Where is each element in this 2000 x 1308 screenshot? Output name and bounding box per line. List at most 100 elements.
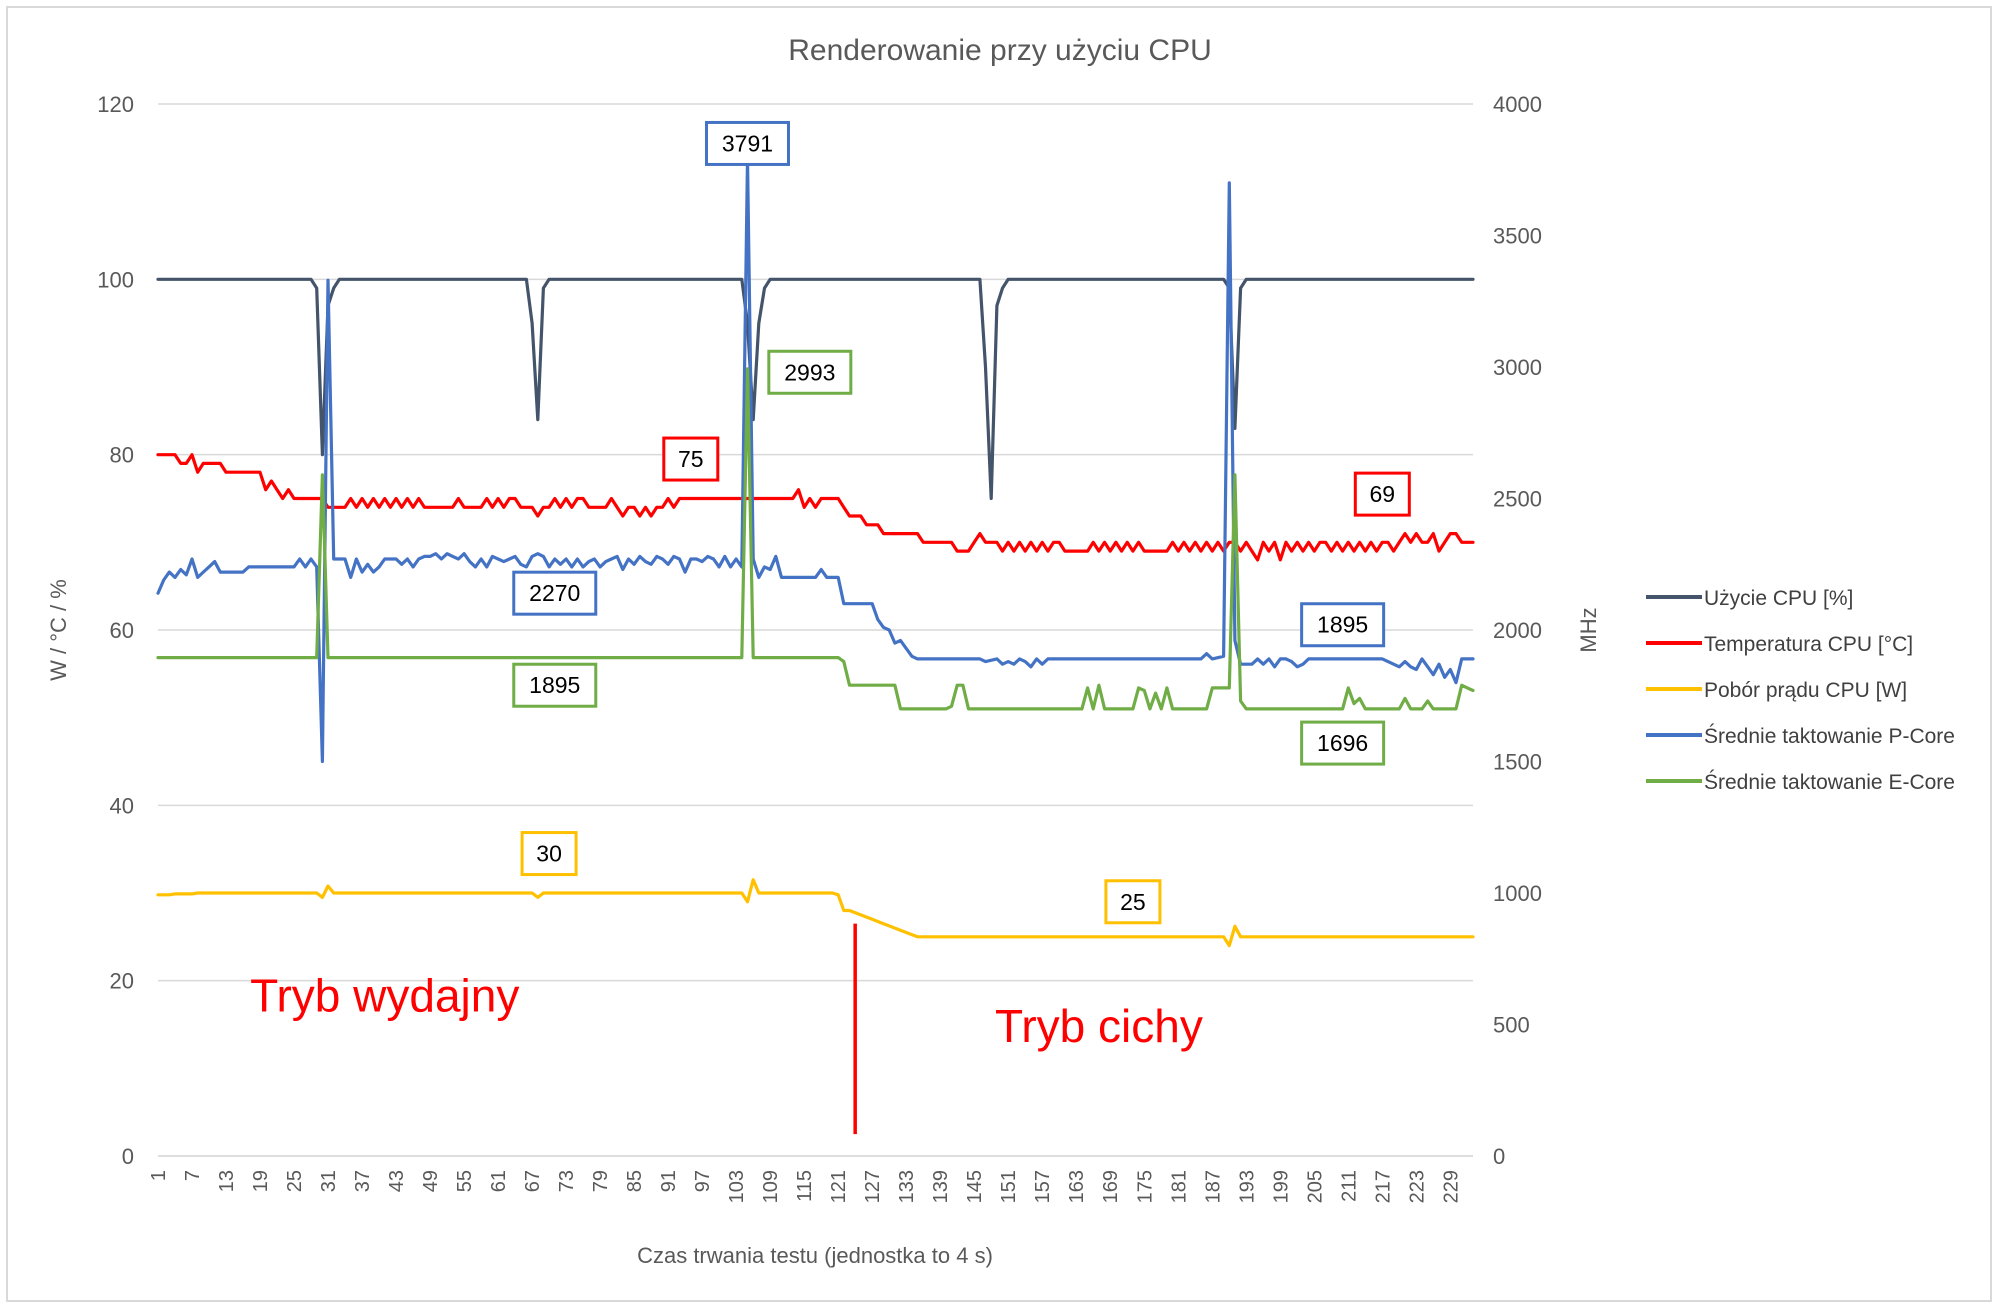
x-tick-label: 97 <box>692 1170 714 1192</box>
x-tick-label: 175 <box>1134 1170 1156 1203</box>
x-tick-label: 85 <box>624 1170 646 1192</box>
data-label-box <box>704 120 790 166</box>
data-label-text: 75 <box>678 446 704 472</box>
legend: Użycie CPU [%] Temperatura CPU [°C] Pobór … <box>1646 587 1955 794</box>
x-tick-label: 223 <box>1406 1170 1428 1203</box>
data-label-box <box>512 662 598 708</box>
x-tick-label: 103 <box>726 1170 748 1203</box>
data-label-text: 25 <box>1120 889 1146 915</box>
x-tick-label: 115 <box>794 1170 816 1202</box>
x-tick-label: 217 <box>1372 1170 1394 1203</box>
data-label-box <box>662 436 720 482</box>
legend-label: Pobór prądu CPU [W] <box>1704 679 1907 702</box>
data-label-box <box>520 831 578 877</box>
data-label-text: 1895 <box>529 672 580 698</box>
y-tick-label-right: 2000 <box>1493 618 1542 643</box>
x-tick-label: 187 <box>1202 1170 1224 1203</box>
legend-item: Temperatura CPU [°C] <box>1646 633 1913 656</box>
series-line-2 <box>156 453 1475 562</box>
series-line-3 <box>156 878 1475 948</box>
x-tick-label: 169 <box>1100 1170 1122 1203</box>
y-tick-label-right: 3000 <box>1493 355 1542 380</box>
legend-label: Średnie taktowanie E-Core <box>1704 770 1955 794</box>
data-label: 1696 <box>1300 720 1386 766</box>
y-tick-label-right: 3500 <box>1493 224 1542 249</box>
x-axis-label: Czas trwania testu (jednostka to 4 s) <box>637 1243 993 1268</box>
x-tick-label: 121 <box>828 1170 850 1203</box>
chart-frame <box>6 6 1992 1302</box>
legend-label: Temperatura CPU [°C] <box>1704 633 1913 656</box>
data-label: 69 <box>1353 471 1411 517</box>
data-label-box <box>767 349 853 395</box>
data-label: 30 <box>520 831 578 877</box>
y-tick-label-right: 1000 <box>1493 881 1542 906</box>
x-tick-label: 145 <box>964 1170 986 1203</box>
data-label: 1895 <box>1300 602 1386 648</box>
x-tick-label: 229 <box>1440 1170 1462 1203</box>
x-tick-label: 157 <box>1032 1170 1054 1203</box>
data-label: 1895 <box>512 662 598 708</box>
x-tick-label: 49 <box>420 1170 442 1192</box>
mode-annotation: Tryb cichy <box>995 1000 1203 1052</box>
data-label-box <box>1104 879 1162 925</box>
x-tick-label: 151 <box>998 1170 1020 1203</box>
data-label: 2993 <box>767 349 853 395</box>
x-tick-label: 73 <box>556 1170 578 1192</box>
legend-item: Użycie CPU [%] <box>1646 587 1853 610</box>
x-tick-label: 205 <box>1304 1170 1326 1203</box>
annotations: Tryb wydajny Tryb cichy <box>250 923 1203 1135</box>
y-tick-label-left: 0 <box>122 1144 134 1169</box>
data-label-text: 3791 <box>722 130 773 156</box>
x-tick-label: 193 <box>1236 1170 1258 1203</box>
x-tick-label: 13 <box>216 1170 238 1192</box>
data-labels: 3791 2993 75 69 2270 1895 1895 1696 30 25 <box>512 120 1411 925</box>
y-tick-label-right: 0 <box>1493 1144 1505 1169</box>
data-label-text: 69 <box>1370 481 1396 507</box>
x-tick-label: 91 <box>658 1170 680 1192</box>
x-tick-label: 37 <box>352 1170 374 1192</box>
data-label-text: 1696 <box>1317 730 1368 756</box>
data-label: 2270 <box>512 570 598 616</box>
data-label-text: 1895 <box>1317 612 1368 638</box>
data-label: 3791 <box>704 120 790 166</box>
series-line-5 <box>156 367 1475 711</box>
axes: 0 20 40 60 80 100 120 0 500 1000 1500 2000 2500 3000 3… <box>97 92 1542 1203</box>
data-label-text: 2270 <box>529 580 580 606</box>
legend-label: Średnie taktowanie P-Core <box>1704 724 1955 748</box>
series-line-1 <box>156 277 1475 501</box>
data-label-text: 2993 <box>784 359 835 385</box>
data-label: 75 <box>662 436 720 482</box>
x-tick-label: 127 <box>862 1170 884 1203</box>
y-tick-label-right: 4000 <box>1493 92 1542 117</box>
y-tick-label-left: 60 <box>110 618 134 643</box>
x-tick-label: 139 <box>930 1170 952 1203</box>
y-axis-label-left: W / °C / % <box>46 579 71 681</box>
x-tick-label: 7 <box>182 1170 204 1181</box>
y-tick-label-left: 40 <box>110 793 134 818</box>
x-tick-label: 199 <box>1270 1170 1292 1203</box>
y-tick-label-left: 80 <box>110 443 134 468</box>
chart-title: Renderowanie przy użyciu CPU <box>788 34 1212 67</box>
y-tick-label-left: 100 <box>97 267 134 292</box>
y-tick-label-right: 2500 <box>1493 487 1542 512</box>
x-tick-label: 109 <box>760 1170 782 1203</box>
series-line-4 <box>156 157 1475 764</box>
y-tick-label-right: 1500 <box>1493 750 1542 775</box>
x-tick-label: 19 <box>250 1170 272 1192</box>
data-label-box <box>1300 602 1386 648</box>
x-tick-label: 79 <box>590 1170 612 1192</box>
x-tick-label: 43 <box>386 1170 408 1192</box>
x-tick-label: 133 <box>896 1170 918 1203</box>
x-tick-label: 163 <box>1066 1170 1088 1203</box>
x-tick-label: 55 <box>454 1170 476 1192</box>
x-tick-label: 25 <box>284 1170 306 1192</box>
data-label-box <box>1300 720 1386 766</box>
data-label: 25 <box>1104 879 1162 925</box>
legend-item: Średnie taktowanie P-Core <box>1646 724 1955 748</box>
series-lines <box>156 157 1475 948</box>
y-axis-label-right: MHz <box>1576 607 1601 652</box>
data-label-box <box>512 570 598 616</box>
y-tick-label-left: 120 <box>97 92 134 117</box>
legend-item: Średnie taktowanie E-Core <box>1646 770 1955 794</box>
